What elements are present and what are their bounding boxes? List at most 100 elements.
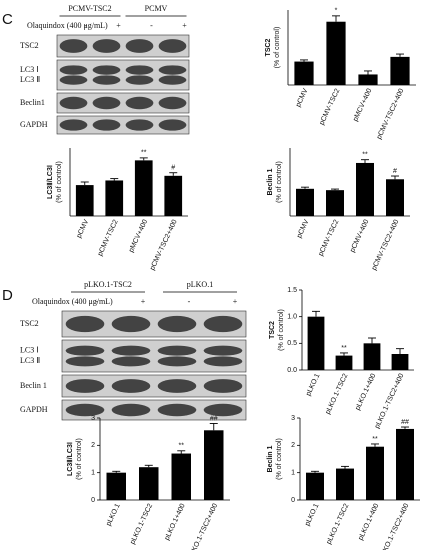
band-label: LC3 Ⅰ: [20, 65, 39, 74]
blot-strip: [56, 92, 190, 114]
significance: **: [141, 150, 147, 157]
group-label: PCMV-TSC2: [68, 4, 111, 13]
bar: [296, 188, 314, 216]
y-axis-label: Beclin 1: [267, 168, 274, 195]
blot-strip: [61, 339, 247, 373]
y-axis-label: (% of control): [56, 161, 63, 203]
x-tick-label: pLKO.1-TSC2+400: [188, 503, 220, 550]
blot-band: [203, 345, 243, 356]
treatment-label: Olaquindox (400 μg/mL): [32, 297, 113, 306]
sign: -: [150, 21, 153, 30]
blot-band: [157, 379, 197, 393]
bar: [335, 355, 353, 370]
sign: +: [182, 21, 187, 30]
blot-band: [203, 379, 243, 393]
blot-band: [92, 96, 121, 110]
group-label: pLKO.1-TSC2: [84, 280, 132, 289]
significance: **: [341, 345, 347, 352]
band-label: LC3 Ⅰ: [20, 345, 39, 354]
y-axis-label: Beclin 1: [267, 445, 274, 472]
blot-band: [125, 75, 154, 85]
blot-strip: [56, 59, 190, 91]
band-label: GAPDH: [20, 120, 48, 129]
y-axis-label: (% of control): [276, 438, 283, 480]
bar: [366, 446, 384, 500]
x-tick-label: pCMV-TSC2+400: [376, 88, 406, 141]
band-label: LC3 Ⅱ: [20, 75, 40, 84]
band-label: GAPDH: [20, 405, 48, 414]
y-tick-label: 0: [91, 497, 95, 504]
blot-band: [125, 65, 154, 75]
blot-band: [59, 39, 88, 53]
group-label: pLKO.1: [187, 280, 213, 289]
bar: [326, 21, 346, 85]
blot-band: [203, 403, 243, 417]
significance: *: [335, 8, 338, 15]
blot-band: [111, 403, 151, 417]
y-tick-label: 0.5: [287, 340, 297, 347]
blot-band: [59, 75, 88, 85]
blot-strip: [61, 399, 247, 421]
x-tick-label: pMCV+400: [128, 219, 149, 254]
blot-band: [59, 65, 88, 75]
bar: [139, 467, 159, 500]
y-tick-label: 3: [291, 415, 295, 422]
panel-label: D: [2, 287, 13, 304]
bar: [390, 56, 410, 85]
blot-band: [125, 119, 154, 131]
blot-band: [92, 119, 121, 131]
bar: [386, 179, 404, 216]
x-tick-label: pCMV-TSC2+400: [149, 219, 179, 272]
y-axis-label: TSC2: [265, 38, 272, 56]
blot-band: [111, 379, 151, 393]
blot-band: [158, 96, 187, 110]
y-tick-label: 3: [91, 415, 95, 422]
bar: [326, 190, 344, 216]
blot-strip: [56, 115, 190, 135]
bar: [164, 175, 183, 216]
x-tick-label: pCMV: [76, 218, 91, 239]
y-axis-label: TSC2: [269, 321, 276, 339]
band-label: LC3 Ⅱ: [20, 356, 40, 365]
y-axis-label: (% of control): [76, 438, 83, 480]
blot-band: [158, 75, 187, 85]
blot-band: [65, 356, 105, 367]
blot-band: [59, 96, 88, 110]
significance: **: [362, 152, 368, 159]
blot-strip: [56, 34, 190, 58]
x-tick-label: pCMV-TSC2+400: [371, 219, 401, 272]
blot-band: [157, 345, 197, 356]
blot-band: [65, 379, 105, 393]
bar: [75, 185, 94, 216]
y-tick-label: 1: [91, 470, 95, 477]
x-tick-label: pLKO.1: [304, 503, 320, 528]
x-tick-label: pCMV: [295, 87, 310, 108]
blot-band: [59, 119, 88, 131]
blot-band: [203, 356, 243, 367]
bar: [356, 162, 374, 216]
sign: +: [233, 297, 238, 306]
treatment-label: Olaquindox (400 μg/mL): [27, 21, 108, 30]
x-tick-label: pLKO.1: [305, 373, 321, 398]
blot-band: [111, 315, 151, 333]
bar: [105, 180, 124, 216]
significance: **: [179, 443, 185, 450]
sign: +: [116, 21, 121, 30]
sign: -: [188, 297, 191, 306]
bar: [204, 430, 224, 500]
blot-strip: [61, 374, 247, 398]
y-axis-label: LC3Ⅱ/LC3Ⅰ: [46, 165, 54, 199]
blot-band: [92, 75, 121, 85]
group-label: PCMV: [145, 4, 168, 13]
significance: #: [171, 165, 175, 172]
blot-band: [157, 356, 197, 367]
blot-band: [111, 356, 151, 367]
bar: [396, 428, 414, 500]
blot-band: [92, 39, 121, 53]
x-tick-label: pLKO.1-TSC2+400: [379, 503, 411, 550]
x-tick-label: pCMV-TSC2: [97, 219, 120, 258]
y-tick-label: 2: [291, 442, 295, 449]
band-label: Beclin1: [20, 98, 45, 107]
bar: [358, 74, 378, 85]
panel-label: C: [2, 11, 13, 28]
